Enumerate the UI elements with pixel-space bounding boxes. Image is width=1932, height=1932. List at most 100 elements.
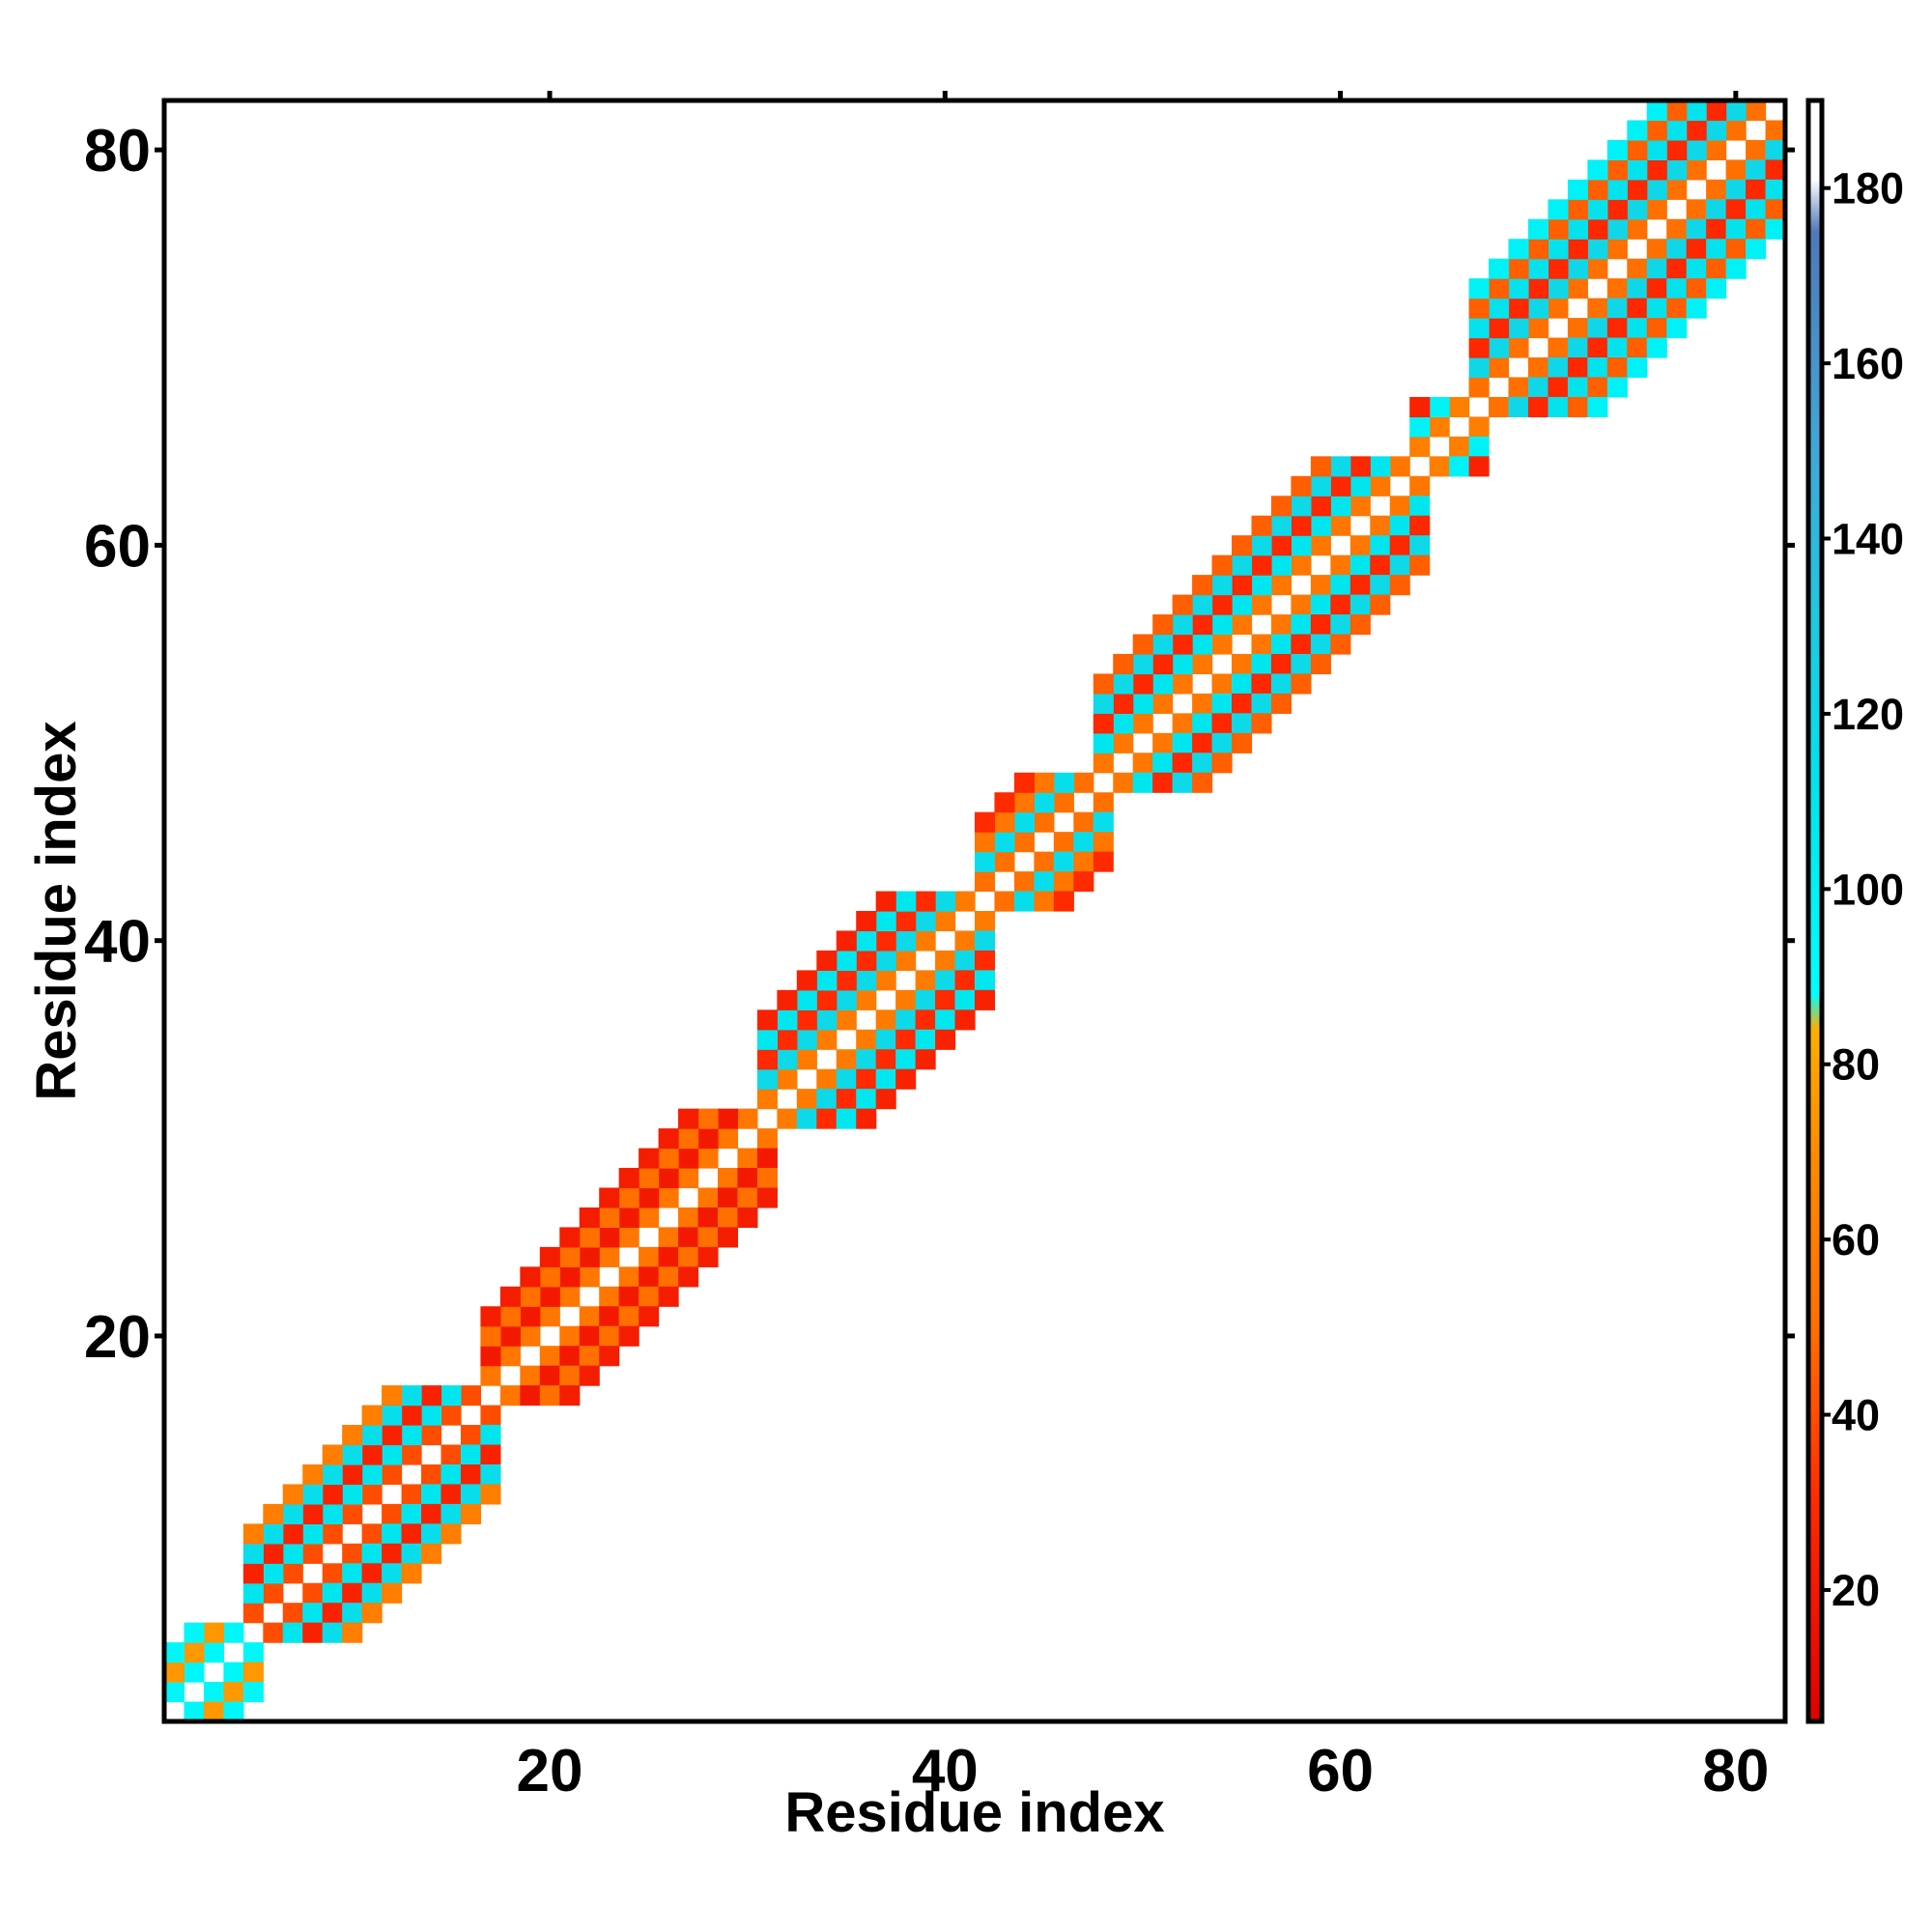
heatmap-cell [1746,100,1767,122]
heatmap-cell [480,1325,501,1347]
heatmap-cell [480,1444,501,1465]
heatmap-cell [1113,653,1134,675]
heatmap-cell [480,1484,501,1505]
heatmap-cell [954,970,976,991]
heatmap-cell [421,1503,442,1524]
heatmap-cell [1489,337,1510,358]
heatmap-cell [1330,575,1351,596]
heatmap-cell [1606,357,1628,379]
heatmap-cell [796,1049,817,1070]
heatmap-cell [599,1346,620,1367]
heatmap-cell [1646,298,1667,319]
heatmap-cell [1548,298,1569,319]
heatmap-cell [895,911,917,932]
heatmap-cell [1468,416,1490,438]
heatmap-cell [1429,396,1450,418]
heatmap-cell [756,1029,778,1050]
heatmap-cell [242,1603,264,1624]
heatmap-cell [1270,496,1293,517]
heatmap-cell [1291,653,1312,675]
heatmap-cell [460,1484,482,1505]
heatmap-cell [599,1306,620,1327]
heatmap-cells [164,100,1786,1722]
colorbar-tick-label: 120 [1832,690,1904,739]
heatmap-cell [1706,100,1727,122]
heatmap-cell [1073,851,1094,872]
heatmap-cell [302,1484,324,1505]
heatmap-cell [1587,377,1608,398]
heatmap-cell [856,989,877,1010]
heatmap-cell [915,911,936,932]
heatmap-cell [401,1484,422,1505]
heatmap-cell [184,1622,205,1643]
heatmap-cell [1013,832,1035,853]
heatmap-cell [1606,139,1628,160]
axis-tick-labels: 20 40 60 80 20 40 60 80 [84,118,1769,1804]
heatmap-cell [875,950,896,971]
heatmap-cell [520,1325,541,1347]
y-tick-label: 40 [84,909,151,976]
heatmap-cell [1686,239,1707,260]
heatmap-cell [756,1089,778,1110]
heatmap-cell [1211,554,1233,576]
heatmap-cell [1627,199,1648,220]
heatmap-cell [421,1543,442,1564]
heatmap-cell [796,1029,817,1050]
heatmap-cell [559,1365,581,1386]
heatmap-cell [480,1365,501,1386]
heatmap-cell [1053,891,1074,912]
colorbar-tick-label: 100 [1832,865,1904,914]
heatmap-cell [895,989,917,1010]
heatmap-cell [994,832,1015,853]
heatmap-cell [539,1286,560,1307]
heatmap-cell [1013,772,1035,793]
heatmap-cell [994,811,1015,833]
heatmap-cell [382,1463,403,1486]
heatmap-cell [658,1246,679,1267]
heatmap-cell [1548,377,1569,398]
heatmap-cell [342,1622,363,1643]
heatmap-cell [1389,456,1410,477]
heatmap-cell [1232,575,1253,596]
heatmap-cell [1211,753,1233,774]
heatmap-cell [361,1523,383,1545]
heatmap-cell [717,1187,739,1208]
heatmap-cell [1270,535,1293,556]
heatmap-cell [1251,575,1272,596]
heatmap-cell [460,1425,482,1446]
heatmap-cell [1172,614,1193,636]
heatmap-cell [639,1168,660,1189]
heatmap-cell [1291,475,1312,497]
colorbar-tick-label: 180 [1832,164,1904,213]
heatmap-cell [1449,456,1470,477]
heatmap-cell [1567,258,1588,279]
colorbar-tick-label: 20 [1832,1566,1880,1615]
heatmap-cell [559,1266,581,1288]
heatmap-cell [954,989,976,1010]
heatmap-cell [856,1068,877,1090]
heatmap-cell [480,1463,501,1486]
heatmap-cell [975,989,996,1010]
heatmap-cell [480,1405,501,1426]
heatmap-cell [678,1266,699,1288]
heatmap-cell [1211,594,1233,615]
heatmap-cell [1053,832,1074,853]
heatmap-cell [1587,239,1608,260]
heatmap-cell [1291,554,1312,576]
heatmap-cell [1587,218,1608,240]
heatmap-cell [1310,634,1331,655]
heatmap-cell [1468,337,1490,358]
heatmap-cell [737,1187,758,1208]
heatmap-cell [263,1503,284,1524]
colorbar-ticks: 20 40 60 80 100 120 140 160 180 [1822,164,1904,1615]
heatmap-cell [1330,475,1351,497]
heatmap-cell [1310,456,1331,477]
heatmap-cell [1330,554,1351,576]
heatmap-cell [1270,673,1293,695]
heatmap-cell [1093,732,1114,753]
heatmap-cell [994,792,1015,813]
heatmap-cell [440,1463,462,1486]
heatmap-cell [322,1463,343,1486]
heatmap-cell [203,1622,224,1643]
heatmap-cell [1765,139,1786,160]
